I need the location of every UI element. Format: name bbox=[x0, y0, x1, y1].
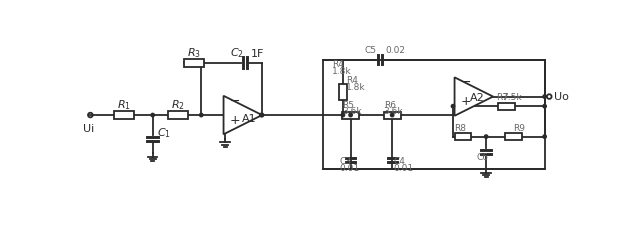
Bar bbox=[339, 84, 347, 100]
Text: 1.8k: 1.8k bbox=[332, 67, 352, 76]
Text: 3.6k: 3.6k bbox=[342, 107, 362, 116]
Text: 0.01: 0.01 bbox=[340, 164, 360, 173]
Polygon shape bbox=[454, 77, 493, 116]
Text: 0.01: 0.01 bbox=[394, 164, 414, 173]
Text: 0.02: 0.02 bbox=[385, 47, 405, 55]
Text: C3: C3 bbox=[340, 157, 352, 166]
Text: Uo: Uo bbox=[554, 92, 568, 102]
Text: R7: R7 bbox=[496, 93, 508, 102]
Bar bbox=[454, 133, 472, 140]
Text: R4: R4 bbox=[332, 60, 344, 69]
Polygon shape bbox=[223, 96, 262, 134]
Bar bbox=[505, 133, 522, 140]
Text: 1F: 1F bbox=[251, 48, 265, 59]
Text: 3.6k: 3.6k bbox=[384, 107, 403, 116]
Circle shape bbox=[200, 113, 203, 117]
Text: 1.8k: 1.8k bbox=[346, 83, 366, 92]
Text: +: + bbox=[461, 96, 471, 108]
Circle shape bbox=[151, 113, 154, 117]
Text: $R_1$: $R_1$ bbox=[117, 98, 131, 112]
Bar bbox=[183, 59, 203, 66]
Bar bbox=[114, 111, 134, 119]
Circle shape bbox=[349, 113, 353, 117]
Text: R8: R8 bbox=[454, 124, 467, 133]
Circle shape bbox=[341, 113, 344, 117]
Text: $R_2$: $R_2$ bbox=[171, 98, 185, 112]
Text: R4: R4 bbox=[346, 76, 358, 85]
Text: Ui: Ui bbox=[83, 124, 94, 134]
Bar bbox=[384, 112, 401, 119]
Circle shape bbox=[260, 113, 263, 117]
Text: R5: R5 bbox=[342, 101, 354, 110]
Text: A2: A2 bbox=[470, 93, 485, 103]
Text: C4: C4 bbox=[394, 157, 406, 166]
Text: C6: C6 bbox=[476, 153, 488, 162]
Text: A1: A1 bbox=[241, 114, 256, 124]
Bar bbox=[498, 103, 515, 110]
Bar bbox=[323, 60, 545, 169]
Circle shape bbox=[391, 113, 394, 117]
Bar bbox=[168, 111, 188, 119]
Circle shape bbox=[543, 135, 547, 138]
Circle shape bbox=[260, 113, 264, 117]
Text: −: − bbox=[230, 95, 240, 108]
Text: $C_2$: $C_2$ bbox=[230, 47, 245, 60]
Text: R9: R9 bbox=[513, 124, 525, 133]
Circle shape bbox=[543, 95, 547, 98]
Circle shape bbox=[543, 104, 547, 108]
Text: $R_3$: $R_3$ bbox=[187, 47, 200, 60]
Text: R6: R6 bbox=[384, 101, 396, 110]
Text: −: − bbox=[461, 76, 471, 89]
Circle shape bbox=[484, 135, 488, 138]
Text: $C_1$: $C_1$ bbox=[157, 127, 170, 140]
Text: C5: C5 bbox=[364, 47, 376, 55]
Circle shape bbox=[451, 104, 455, 108]
Text: +: + bbox=[230, 114, 240, 127]
Bar bbox=[342, 112, 359, 119]
Text: 7.5k: 7.5k bbox=[502, 93, 522, 102]
